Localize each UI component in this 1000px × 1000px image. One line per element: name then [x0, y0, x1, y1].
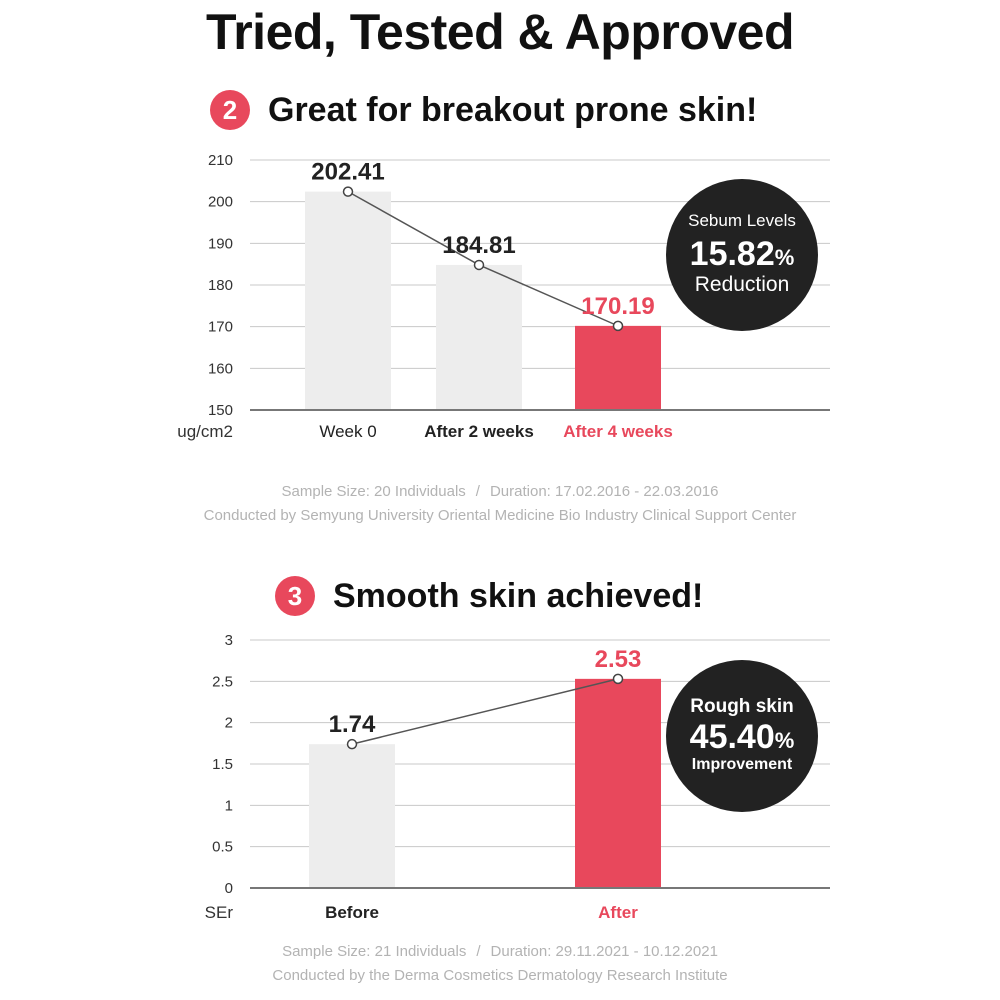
- x-category-label: After 2 weeks: [424, 422, 534, 441]
- section-3-duration: Duration: 29.11.2021 - 10.12.2021: [490, 943, 718, 960]
- section-2-title: Great for breakout prone skin!: [268, 90, 758, 129]
- separator-slash: /: [476, 943, 481, 960]
- data-point-marker: [342, 186, 354, 197]
- y-axis-unit-label: ug/cm2: [177, 422, 233, 441]
- x-category-label: Week 0: [319, 422, 376, 441]
- y-tick-label: 2.5: [212, 673, 233, 690]
- bar-2: [575, 678, 661, 887]
- data-value-label: 170.19: [581, 293, 654, 320]
- page-title: Tried, Tested & Approved: [205, 4, 795, 60]
- trend-line: [351, 678, 619, 745]
- callout-caption: Improvement: [692, 756, 793, 773]
- y-axis-unit-label: SEr: [205, 903, 234, 922]
- callout-value-number: 45.40: [690, 718, 775, 756]
- y-tick-label: 150: [208, 402, 233, 419]
- data-point-marker: [612, 320, 624, 332]
- data-point-marker: [473, 259, 485, 271]
- callout-label: Sebum Levels: [688, 211, 796, 230]
- callout-value-number: 15.82: [690, 235, 775, 273]
- callout-caption: Reduction: [695, 273, 790, 296]
- y-tick-label: 1: [225, 797, 233, 814]
- section-2-sample-line: Sample Size: 20 Individuals / Duration: 17…: [0, 480, 1000, 504]
- section-2-duration: Duration: 17.02.2016 - 22.03.2016: [489, 483, 719, 500]
- sebum-levels-chart: 150 160 170 180 190 200 210 ug/cm2 202.41 184.81 1…: [177, 152, 830, 441]
- y-tick-label: 3: [225, 632, 233, 649]
- section-3-number-badge: 3: [275, 576, 315, 616]
- separator-slash: /: [475, 483, 480, 500]
- section-2-conducted-by: Conducted by Semyung University Oriental…: [203, 507, 797, 524]
- section-2-sample-size: Sample Size: 20 Individuals: [281, 483, 466, 500]
- y-tick-label: 190: [208, 235, 233, 252]
- y-tick-label: 210: [208, 152, 233, 169]
- callout-value: 15.82%: [690, 235, 795, 273]
- data-value-label: 1.74: [329, 711, 376, 738]
- callout-value-unit: %: [775, 245, 795, 270]
- data-value-label: 184.81: [442, 232, 515, 259]
- y-tick-label: 160: [208, 360, 233, 377]
- y-tick-label: 200: [208, 194, 233, 211]
- y-tick-label: 1.5: [212, 756, 233, 773]
- section-3-sample-line: Sample Size: 21 Individuals / Duration: 29…: [0, 940, 1000, 964]
- callout-label: Rough skin: [690, 696, 793, 717]
- data-point-marker: [346, 738, 358, 750]
- y-tick-label: 2: [225, 715, 233, 732]
- bar-2: [436, 264, 522, 409]
- section-2-study-note: Sample Size: 20 Individuals / Duration: 17…: [0, 480, 1000, 528]
- section-3-sample-size: Sample Size: 21 Individuals: [282, 943, 467, 960]
- callout-value: 45.40%: [690, 718, 795, 756]
- data-value-label: 2.53: [595, 646, 642, 673]
- callout-circle: [666, 179, 818, 331]
- callout-value-unit: %: [775, 728, 795, 753]
- y-tick-label: 170: [208, 319, 233, 336]
- y-tick-label: 0.5: [212, 839, 233, 856]
- section-3-heading: 3 Smooth skin achieved!: [275, 574, 703, 618]
- callout-circle: [666, 660, 818, 812]
- data-value-label: 202.41: [311, 159, 384, 186]
- x-category-label: Before: [325, 903, 379, 922]
- x-category-label: After: [598, 903, 638, 922]
- y-tick-label: 180: [208, 277, 233, 294]
- section-2-heading: 2 Great for breakout prone skin!: [210, 88, 757, 132]
- bar-1: [305, 191, 391, 409]
- x-category-label: After 4 weeks: [563, 422, 673, 441]
- section-3-study-note: Sample Size: 21 Individuals / Duration: 29…: [0, 940, 1000, 988]
- y-tick-label: 0: [225, 880, 233, 897]
- bar-1: [309, 744, 395, 887]
- data-point-marker: [612, 673, 624, 685]
- bar-3: [575, 325, 661, 409]
- section-3-conducted-by: Conducted by the Derma Cosmetics Dermato…: [272, 967, 728, 984]
- section-3-title: Smooth skin achieved!: [333, 576, 704, 615]
- section-2-number-badge: 2: [210, 90, 250, 130]
